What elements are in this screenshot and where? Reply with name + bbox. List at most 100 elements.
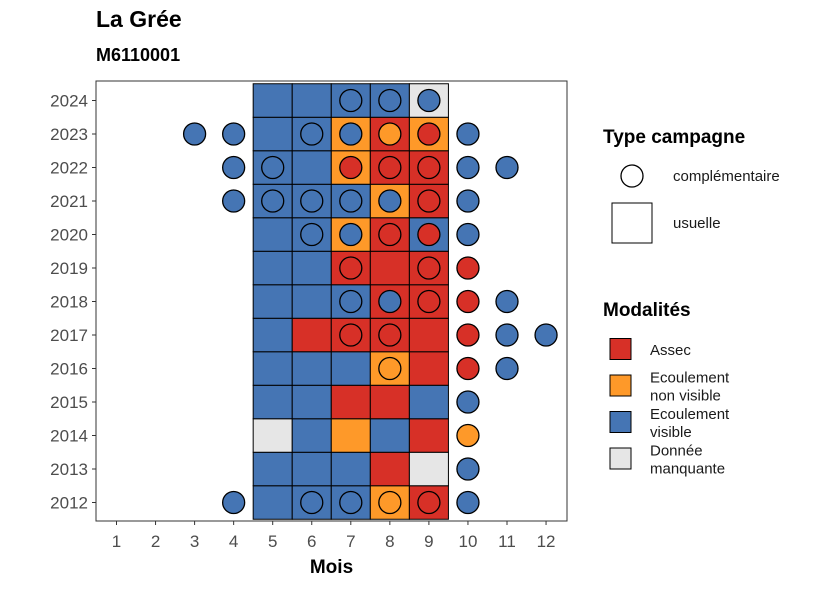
point-2017-8 [378, 323, 402, 347]
point-2019-7 [339, 256, 363, 280]
tile-2014-6 [291, 418, 332, 453]
point-2012-9 [417, 490, 441, 515]
tile-2013-9 [408, 451, 449, 487]
y-tick-label: 2016 [50, 360, 88, 379]
point-2018-8 [378, 289, 402, 314]
tile-2015-8 [369, 384, 410, 420]
chart-subtitle: M6110001 [96, 45, 181, 65]
legend-swatch-A [609, 338, 632, 360]
y-axis: 2012 2013 2014 2015 2016 2017 2018 2019 2020 2021… [50, 92, 96, 513]
tile-2016-7 [330, 351, 371, 386]
tile-2016-9 [408, 351, 449, 386]
point-2012-4 [221, 490, 246, 515]
point-2022-5 [261, 155, 285, 180]
y-tick-label: 2019 [50, 259, 88, 278]
x-tick-label: 12 [537, 532, 556, 551]
tile-2016-5 [252, 351, 293, 386]
point-2021-4 [221, 189, 246, 213]
y-tick-label: 2021 [50, 192, 88, 211]
tile-2022-6 [291, 150, 332, 185]
point-2017-7 [339, 323, 363, 347]
x-tick-label: 1 [112, 532, 121, 551]
x-tick-label: 10 [458, 532, 477, 551]
tile-2014-8 [369, 418, 410, 453]
tile-2014-5 [252, 418, 293, 453]
tile-2014-9 [408, 418, 449, 453]
legend-label-D: Donnée manquante [650, 443, 725, 478]
y-tick-label: 2013 [50, 460, 88, 479]
point-2023-3 [182, 122, 207, 146]
legend-label-N: Ecoulement non visible [650, 370, 730, 405]
tile-2020-5 [252, 217, 293, 252]
x-tick-label: 5 [268, 532, 277, 551]
legend-swatch-V [609, 411, 632, 433]
point-2022-10 [456, 155, 480, 180]
x-tick-label: 3 [190, 532, 199, 551]
tile-2016-6 [291, 351, 332, 386]
tile-2019-5 [252, 250, 293, 286]
x-tick-label: 7 [346, 532, 355, 551]
point-2023-4 [221, 122, 246, 146]
tile-2017-5 [252, 317, 293, 353]
point-2017-10 [456, 323, 480, 347]
legend-title-modalites: Modalités [603, 300, 691, 321]
point-2012-8 [378, 490, 402, 515]
legend-swatch-N [609, 374, 632, 397]
legend-label-A: Assec [650, 342, 691, 359]
point-2022-8 [378, 155, 402, 180]
point-2023-9 [417, 122, 441, 146]
legend-title-campagne: Type campagne [603, 127, 745, 148]
legend-type-campagne: Type campagne complémentaire usuelle [603, 127, 780, 244]
point-2019-10 [456, 256, 480, 280]
y-tick-label: 2024 [50, 92, 88, 111]
tile-2017-6 [291, 317, 332, 353]
x-tick-label: 6 [307, 532, 316, 551]
x-tick-label: 4 [229, 532, 238, 551]
point-2017-11 [495, 323, 519, 347]
point-2020-9 [417, 222, 441, 247]
point-2016-8 [378, 356, 402, 381]
y-tick-label: 2018 [50, 293, 88, 312]
tile-2013-7 [330, 451, 371, 487]
point-2023-8 [378, 122, 402, 146]
x-axis-title: Mois [310, 557, 353, 578]
tile-2018-6 [291, 284, 332, 319]
tile-2024-6 [291, 83, 332, 118]
point-2021-7 [339, 189, 363, 213]
tile-2015-6 [291, 384, 332, 420]
chart-title: La Grée [96, 6, 182, 32]
legend-modalites: Modalités Assec Ecoulement non visibleEcoul… [603, 300, 730, 478]
point-2019-9 [417, 256, 441, 280]
point-2012-7 [339, 490, 363, 515]
tile-2024-5 [252, 83, 293, 118]
point-2021-6 [300, 189, 324, 213]
tile-2019-6 [291, 250, 332, 286]
point-2021-10 [456, 189, 480, 213]
point-2017-12 [534, 323, 558, 347]
x-tick-label: 11 [498, 532, 516, 551]
tile-2015-5 [252, 384, 293, 420]
point-2020-7 [339, 222, 363, 247]
legend-circle-key [620, 164, 644, 188]
point-2023-7 [339, 122, 363, 146]
point-2018-9 [417, 289, 441, 314]
tile-2013-5 [252, 451, 293, 487]
point-2022-4 [221, 155, 246, 180]
tile-2014-7 [330, 418, 371, 453]
point-2018-7 [339, 289, 363, 314]
legend-label-square: usuelle [673, 215, 721, 232]
point-2013-10 [456, 457, 480, 481]
tile-2012-5 [252, 485, 293, 520]
point-2020-10 [456, 222, 480, 247]
point-2022-7 [339, 155, 363, 180]
y-tick-label: 2017 [50, 326, 88, 345]
point-2023-6 [300, 122, 324, 146]
x-tick-label: 2 [151, 532, 160, 551]
point-2012-6 [300, 490, 324, 515]
point-2016-10 [456, 356, 480, 381]
point-2018-10 [456, 289, 480, 314]
tile-2015-9 [408, 384, 449, 420]
point-2024-9 [417, 88, 441, 113]
legend-swatch-D [609, 447, 632, 470]
point-2021-9 [417, 189, 441, 213]
